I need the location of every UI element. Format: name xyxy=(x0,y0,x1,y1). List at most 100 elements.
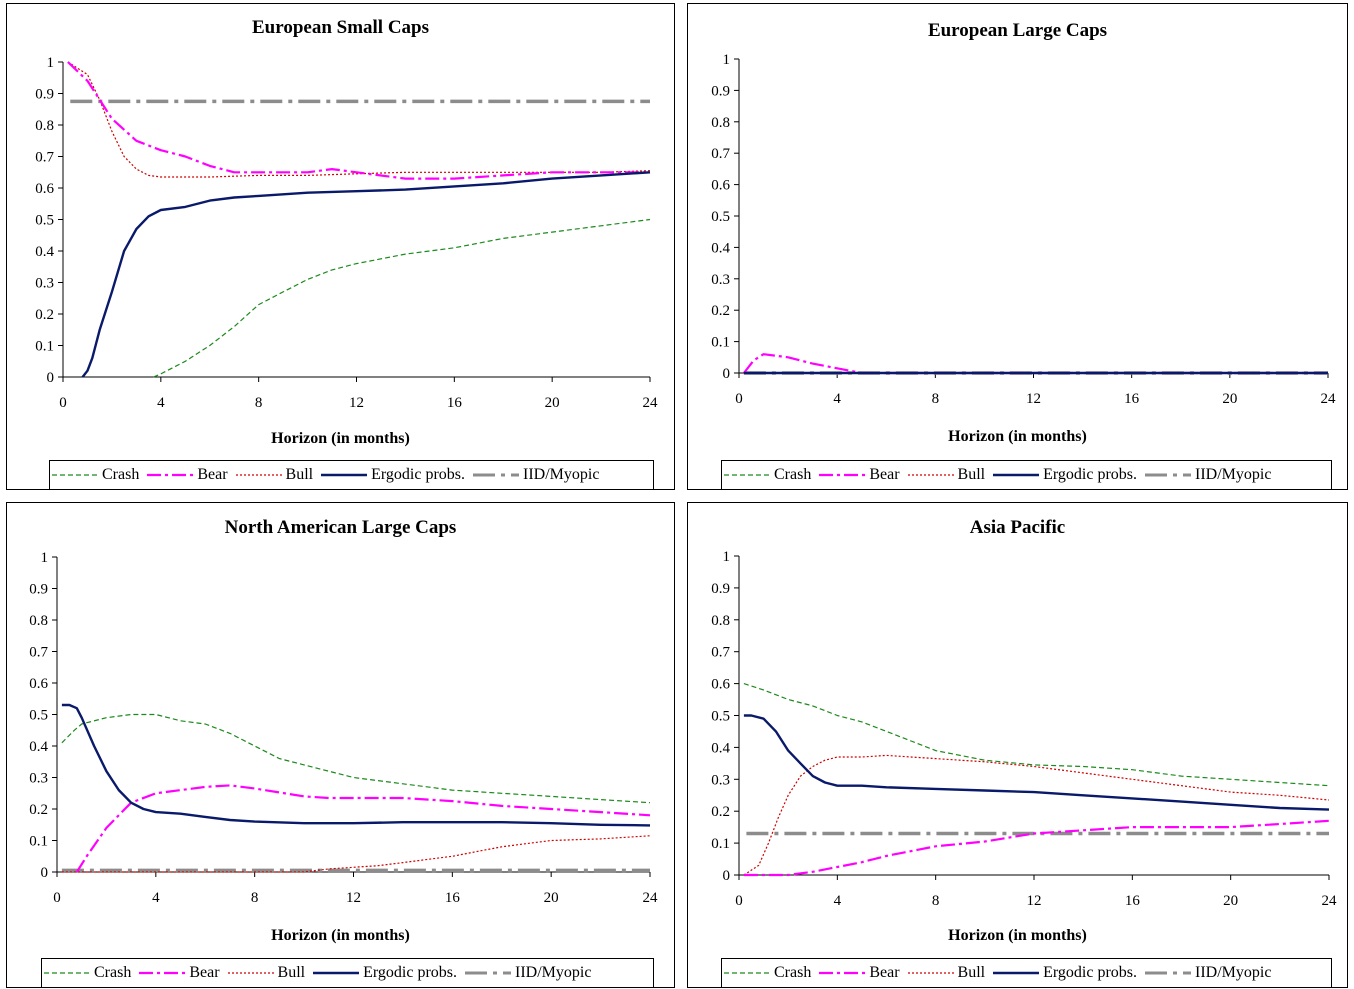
x-tick-label: 16 xyxy=(1125,893,1141,909)
x-axis-label: Horizon (in months) xyxy=(271,927,410,944)
y-tick-label: 0 xyxy=(41,865,49,881)
y-tick-label: 0.3 xyxy=(711,272,730,288)
legend-label: Ergodic probs. xyxy=(1043,466,1138,483)
plot-area: 0 0.1 0.2 0.3 0.4 0.5 0.6 0.7 0.8 0.9 1 0 4 8 12 16 20 24 xyxy=(711,549,1337,909)
y-tick-label: 0.6 xyxy=(711,677,730,693)
y-tick-label: 0.9 xyxy=(711,581,730,597)
y-tick-label: 0.4 xyxy=(711,240,730,256)
legend-item-bear: Bear xyxy=(145,466,228,484)
legend-item-bull: Bull xyxy=(906,466,986,484)
series-line-ergodic-probs xyxy=(743,714,1330,811)
x-tick-label: 0 xyxy=(53,890,61,906)
y-tick-label: 0.5 xyxy=(711,209,730,225)
legend-item-iid-myopic: IID/Myopic xyxy=(1143,964,1271,982)
x-tick-label: 20 xyxy=(1222,391,1237,407)
legend-item-bull: Bull xyxy=(226,964,305,982)
x-tick-label: 8 xyxy=(932,391,940,407)
y-tick-label: 0.9 xyxy=(35,87,54,103)
y-tick-label: 0.4 xyxy=(29,739,48,755)
legend-item-bull: Bull xyxy=(234,466,314,484)
y-tick-label: 0.8 xyxy=(35,118,54,134)
x-tick-label: 8 xyxy=(932,893,940,909)
y-tick-label: 0.4 xyxy=(35,244,54,260)
y-tick-label: 0.1 xyxy=(29,834,48,850)
y-tick-label: 0 xyxy=(47,370,55,386)
y-tick-label: 0.4 xyxy=(711,740,730,756)
y-tick-label: 0 xyxy=(723,868,731,884)
chart-title: Asia Pacific xyxy=(969,517,1066,538)
legend-label: Bull xyxy=(957,466,986,483)
legend: Crash Bear Bull Ergodic probs. IID/Myopic xyxy=(41,958,654,988)
series-line-ergodic-probs xyxy=(81,171,651,378)
chart-panel-european-small-caps: European Small Caps 0 0.1 0.2 0.3 0.4 0.5 0.6 0… xyxy=(6,3,675,490)
y-tick-label: 0.8 xyxy=(711,613,730,629)
chart-title: North American Large Caps xyxy=(224,517,457,538)
legend-label: Crash xyxy=(102,466,140,483)
y-tick-label: 0.6 xyxy=(35,181,54,197)
legend-label: Crash xyxy=(774,964,812,981)
x-tick-label: 4 xyxy=(834,893,842,909)
legend-item-bear: Bear xyxy=(817,964,900,982)
plot-area: 0 0.1 0.2 0.3 0.4 0.5 0.6 0.7 0.8 0.9 1 0 4 8 12 16 20 24 xyxy=(711,52,1336,407)
series-line-bull xyxy=(743,754,1330,876)
plot-area: 0 0.1 0.2 0.3 0.4 0.5 0.6 0.7 0.8 0.9 1 0 4 8 12 16 20 24 xyxy=(29,550,658,906)
legend-swatch-ergodic-probs xyxy=(993,971,1040,975)
legend-label: Bull xyxy=(285,466,314,483)
legend-label: Ergodic probs. xyxy=(1043,964,1138,981)
legend-label: Ergodic probs. xyxy=(371,466,466,483)
legend-label: Crash xyxy=(774,466,812,483)
legend: Crash Bear Bull Ergodic probs. IID/Myopic xyxy=(721,460,1332,490)
series-line-bear xyxy=(743,819,1330,877)
legend-swatch-ergodic-probs xyxy=(313,971,360,975)
legend-swatch-iid-myopic xyxy=(465,971,512,975)
x-tick-label: 16 xyxy=(1124,391,1140,407)
x-axis-label: Horizon (in months) xyxy=(948,428,1087,445)
y-tick-label: 0.5 xyxy=(29,708,48,724)
y-tick-label: 1 xyxy=(41,550,49,566)
y-tick-label: 0.7 xyxy=(711,645,730,661)
legend-swatch-bear xyxy=(819,473,866,477)
y-tick-label: 0.7 xyxy=(35,150,54,166)
chart-panel-asia-pacific: Asia Pacific 0 0.1 0.2 0.3 0.4 0.5 0.6 0.7 0.8 0.… xyxy=(687,502,1348,988)
y-tick-label: 0.7 xyxy=(29,645,48,661)
legend-item-iid-myopic: IID/Myopic xyxy=(1143,466,1271,484)
legend: Crash Bear Bull Ergodic probs. IID/Myopic xyxy=(49,460,654,490)
legend-swatch-bear xyxy=(139,971,186,975)
legend-label: Bull xyxy=(957,964,986,981)
legend-swatch-crash xyxy=(724,474,770,476)
series-line-ergodic-probs xyxy=(61,703,651,827)
y-tick-label: 1 xyxy=(723,549,731,565)
legend-label: Bear xyxy=(869,964,900,981)
x-tick-label: 20 xyxy=(1223,893,1238,909)
x-tick-label: 8 xyxy=(255,395,263,411)
chart-title: European Large Caps xyxy=(927,20,1108,41)
series-line-crash xyxy=(743,683,1330,787)
legend-swatch-iid-myopic xyxy=(1145,971,1192,975)
y-tick-label: 0.2 xyxy=(29,802,48,818)
legend-swatch-bull xyxy=(907,474,954,476)
y-tick-label: 0.2 xyxy=(711,303,730,319)
y-tick-label: 0.2 xyxy=(35,307,54,323)
series-line-crash xyxy=(61,713,651,804)
y-tick-label: 0.2 xyxy=(711,804,730,820)
legend-swatch-ergodic-probs xyxy=(993,473,1040,477)
legend-item-ergodic-probs: Ergodic probs. xyxy=(991,466,1137,484)
y-tick-label: 0.6 xyxy=(29,676,48,692)
y-tick-label: 0.6 xyxy=(711,178,730,194)
legend-swatch-crash xyxy=(52,474,98,476)
legend-label: Bear xyxy=(869,466,900,483)
legend-label: IID/Myopic xyxy=(523,466,600,483)
y-tick-label: 0.9 xyxy=(711,83,730,99)
series-line-bear xyxy=(67,61,650,180)
legend-item-crash: Crash xyxy=(42,964,131,982)
y-tick-label: 1 xyxy=(723,52,731,68)
legend-swatch-bull xyxy=(227,972,274,974)
y-tick-label: 0.3 xyxy=(29,771,48,787)
y-tick-label: 0 xyxy=(723,366,731,382)
series-line-bull xyxy=(67,61,651,178)
legend-label: IID/Myopic xyxy=(1195,964,1272,981)
y-tick-label: 0.8 xyxy=(711,115,730,131)
x-tick-label: 20 xyxy=(545,395,560,411)
legend-item-ergodic-probs: Ergodic probs. xyxy=(991,964,1137,982)
y-tick-label: 0.1 xyxy=(711,335,730,351)
